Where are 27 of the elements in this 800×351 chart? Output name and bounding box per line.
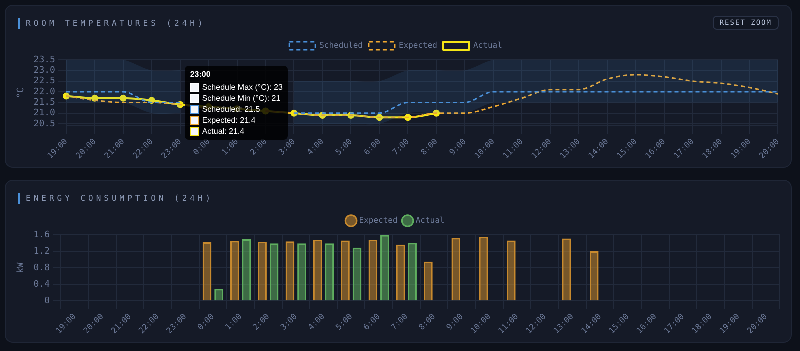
y-tick-label: 1.6 (34, 230, 50, 240)
legend-label: Expected (398, 41, 438, 50)
annotation: 23:00 (190, 69, 212, 80)
annotation: Schedule Max (°C): 23 (202, 82, 283, 93)
legend-label: Actual (416, 216, 445, 226)
legend-label: Scheduled (320, 41, 364, 50)
annotation: Expected: 21.4 (202, 115, 256, 126)
y-tick-label: 0.4 (34, 280, 50, 290)
text: Actual: 21.4 (202, 126, 245, 137)
y-tick-label: 1.2 (34, 246, 50, 257)
chart-title: ENERGY CONSUMPTION (24H) (26, 194, 214, 203)
y-tick-label: 23.0 (34, 66, 56, 76)
y-tick-label: 0.8 (34, 263, 50, 274)
y-axis-title: °C (16, 88, 27, 99)
y-tick-label: 23.5 (34, 55, 56, 66)
y-tick-label: 0 (44, 296, 50, 307)
chart-title: ROOM TEMPERATURES (24H) (26, 19, 206, 28)
y-tick-label: 22.0 (34, 87, 56, 98)
annotation: Scheduled: 21.5 (202, 104, 260, 115)
legend-label: Expected (359, 216, 398, 226)
legend-label: Actual (473, 41, 503, 50)
y-axis-title: kW (16, 262, 27, 274)
y-tick-label: 21.5 (34, 98, 56, 108)
annotation: Schedule Min (°C): 21 (202, 93, 281, 104)
y-tick-label: 20.5 (34, 119, 56, 130)
y-tick-label: 21.0 (34, 108, 56, 119)
y-tick-label: 22.5 (34, 76, 56, 87)
